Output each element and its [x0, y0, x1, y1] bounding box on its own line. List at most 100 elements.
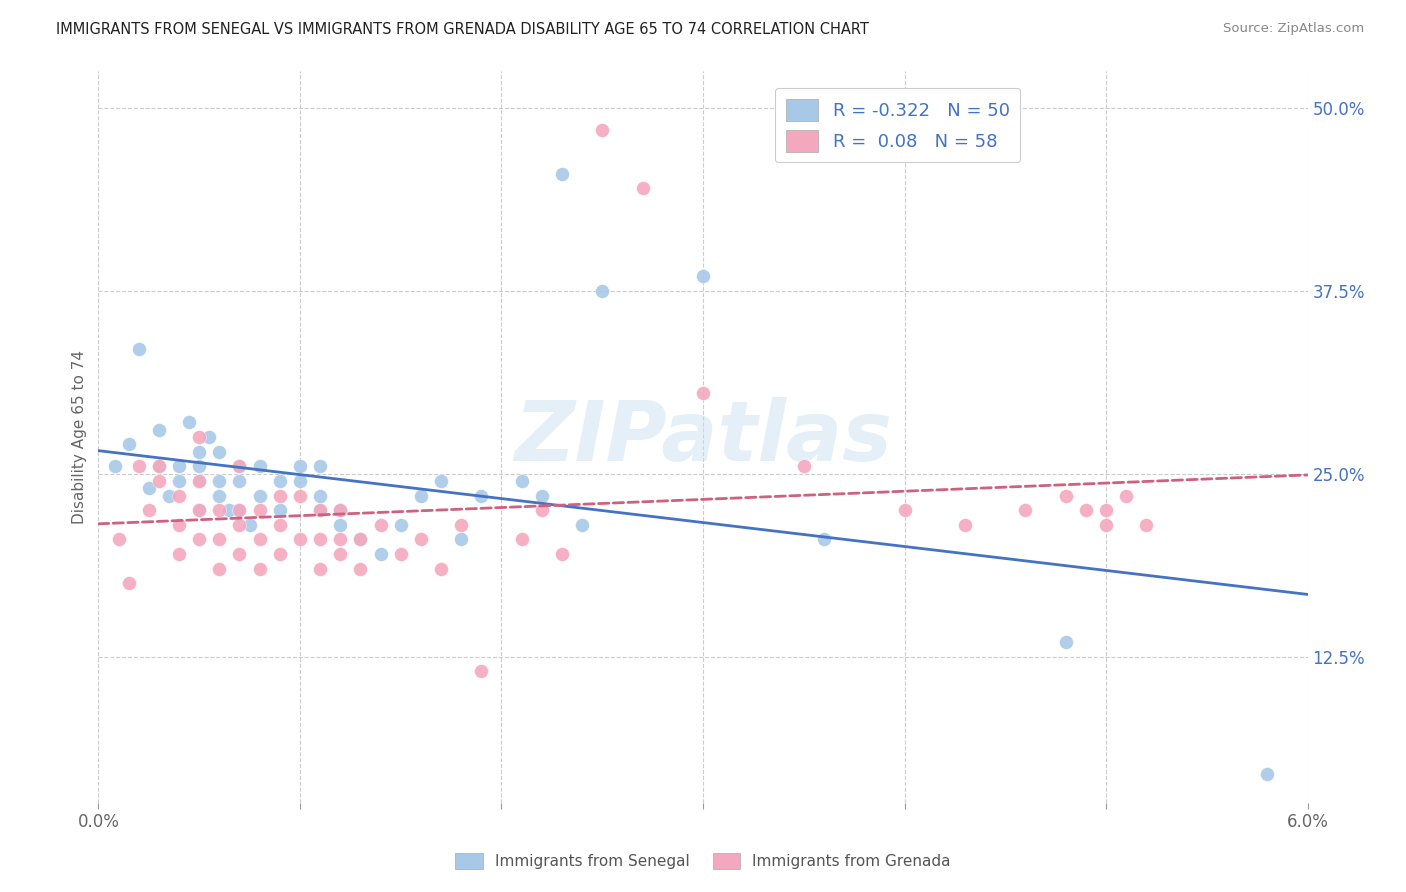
- Point: [470, 664, 492, 678]
- Point: [370, 517, 392, 532]
- Point: [188, 430, 211, 444]
- Point: [269, 547, 291, 561]
- Point: [692, 269, 714, 284]
- Point: [249, 533, 271, 547]
- Legend: R = -0.322   N = 50, R =  0.08   N = 58: R = -0.322 N = 50, R = 0.08 N = 58: [775, 87, 1021, 162]
- Y-axis label: Disability Age 65 to 74: Disability Age 65 to 74: [72, 350, 87, 524]
- Point: [269, 474, 291, 488]
- Point: [1074, 503, 1097, 517]
- Point: [551, 547, 574, 561]
- Point: [953, 517, 976, 532]
- Point: [157, 489, 180, 503]
- Point: [631, 181, 654, 195]
- Point: [138, 503, 160, 517]
- Point: [1115, 489, 1137, 503]
- Point: [228, 503, 250, 517]
- Point: [430, 562, 453, 576]
- Text: ZIPatlas: ZIPatlas: [515, 397, 891, 477]
- Point: [228, 547, 250, 561]
- Point: [409, 533, 432, 547]
- Point: [349, 533, 371, 547]
- Point: [1054, 489, 1077, 503]
- Point: [309, 489, 332, 503]
- Point: [309, 562, 332, 576]
- Point: [208, 489, 231, 503]
- Point: [1256, 766, 1278, 780]
- Point: [1095, 517, 1118, 532]
- Point: [148, 459, 170, 474]
- Point: [510, 533, 533, 547]
- Point: [228, 459, 250, 474]
- Point: [309, 503, 332, 517]
- Point: [249, 489, 271, 503]
- Text: IMMIGRANTS FROM SENEGAL VS IMMIGRANTS FROM GRENADA DISABILITY AGE 65 TO 74 CORRE: IMMIGRANTS FROM SENEGAL VS IMMIGRANTS FR…: [56, 22, 869, 37]
- Point: [269, 489, 291, 503]
- Point: [249, 503, 271, 517]
- Point: [167, 474, 190, 488]
- Point: [309, 459, 332, 474]
- Point: [269, 503, 291, 517]
- Point: [128, 459, 150, 474]
- Point: [188, 444, 211, 458]
- Point: [430, 474, 453, 488]
- Point: [692, 386, 714, 401]
- Point: [349, 562, 371, 576]
- Point: [309, 503, 332, 517]
- Point: [288, 533, 311, 547]
- Legend: Immigrants from Senegal, Immigrants from Grenada: Immigrants from Senegal, Immigrants from…: [449, 847, 957, 875]
- Point: [249, 459, 271, 474]
- Point: [793, 459, 815, 474]
- Point: [188, 474, 211, 488]
- Point: [208, 562, 231, 576]
- Point: [118, 437, 141, 451]
- Point: [198, 430, 221, 444]
- Point: [167, 517, 190, 532]
- Point: [228, 517, 250, 532]
- Point: [1135, 517, 1157, 532]
- Point: [530, 489, 553, 503]
- Point: [188, 533, 211, 547]
- Point: [239, 517, 262, 532]
- Point: [188, 503, 211, 517]
- Point: [179, 416, 201, 430]
- Point: [893, 503, 915, 517]
- Point: [470, 489, 492, 503]
- Point: [167, 489, 190, 503]
- Point: [208, 444, 231, 458]
- Point: [370, 547, 392, 561]
- Point: [329, 547, 352, 561]
- Point: [551, 167, 574, 181]
- Point: [409, 489, 432, 503]
- Point: [329, 517, 352, 532]
- Point: [1054, 635, 1077, 649]
- Point: [571, 517, 593, 532]
- Point: [228, 474, 250, 488]
- Point: [148, 459, 170, 474]
- Point: [188, 503, 211, 517]
- Point: [188, 474, 211, 488]
- Point: [167, 459, 190, 474]
- Point: [208, 533, 231, 547]
- Point: [450, 533, 472, 547]
- Point: [288, 489, 311, 503]
- Point: [349, 533, 371, 547]
- Point: [269, 517, 291, 532]
- Point: [329, 503, 352, 517]
- Point: [148, 423, 170, 437]
- Point: [103, 459, 125, 474]
- Point: [329, 533, 352, 547]
- Point: [591, 123, 613, 137]
- Point: [288, 459, 311, 474]
- Point: [530, 503, 553, 517]
- Point: [1014, 503, 1036, 517]
- Point: [309, 533, 332, 547]
- Point: [450, 517, 472, 532]
- Point: [389, 517, 412, 532]
- Point: [228, 503, 250, 517]
- Point: [249, 562, 271, 576]
- Point: [208, 474, 231, 488]
- Point: [389, 547, 412, 561]
- Point: [813, 533, 835, 547]
- Point: [138, 481, 160, 495]
- Point: [167, 547, 190, 561]
